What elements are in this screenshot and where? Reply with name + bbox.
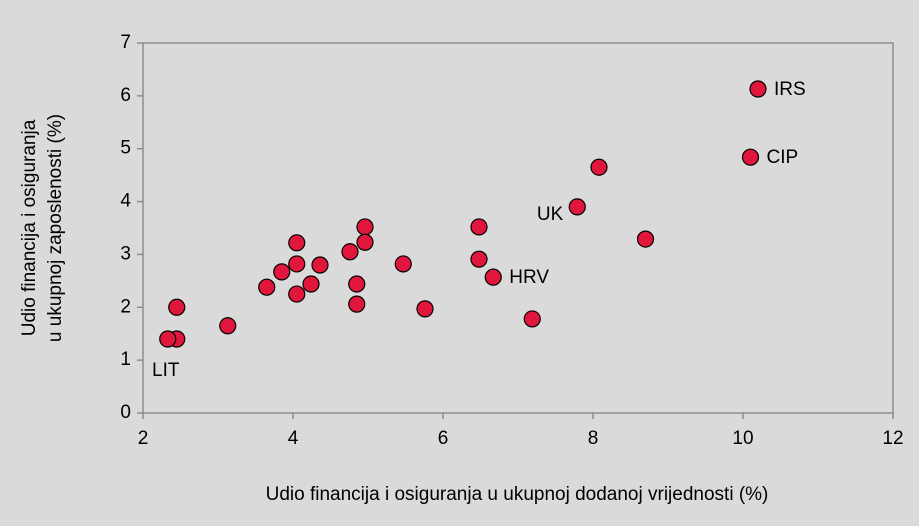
point-label: IRS	[774, 79, 806, 100]
point	[273, 263, 291, 281]
point	[168, 298, 186, 316]
point-label: HRV	[509, 267, 549, 288]
x-tick-label: 6	[438, 428, 449, 449]
point	[636, 230, 655, 248]
point	[341, 243, 359, 261]
x-tick-label: 2	[138, 428, 149, 449]
point	[311, 256, 329, 274]
y-tick-label: 2	[120, 296, 131, 317]
y-tick-label: 3	[120, 243, 131, 264]
x-tick-label: 4	[288, 428, 299, 449]
point	[741, 148, 760, 166]
point	[348, 295, 366, 313]
x-tick-label: 10	[732, 428, 753, 449]
y-tick-label: 1	[120, 349, 131, 370]
x-axis-label: Udio financija i osiguranja u ukupnoj do…	[266, 484, 769, 505]
point	[159, 330, 177, 348]
point	[470, 218, 488, 236]
point	[590, 158, 608, 176]
point	[484, 268, 502, 286]
y-tick-label: 0	[120, 402, 131, 423]
point	[356, 233, 374, 251]
point	[356, 218, 374, 236]
x-tick-label: 8	[588, 428, 599, 449]
point	[568, 198, 586, 216]
point	[258, 278, 276, 296]
point-label: LIT	[152, 360, 180, 381]
y-tick-label: 7	[120, 32, 131, 53]
point	[288, 234, 306, 252]
y-axis-label: Udio financija i osiguranja	[19, 119, 40, 336]
point	[749, 80, 767, 98]
point	[470, 250, 488, 268]
point-label: UK	[537, 204, 564, 225]
plot-area	[142, 42, 894, 414]
point	[288, 285, 306, 303]
y-tick-label: 6	[120, 85, 131, 106]
point	[394, 255, 412, 273]
point	[348, 275, 366, 293]
point-label: CIP	[767, 147, 799, 168]
point	[219, 317, 237, 335]
y-axis-label: u ukupnoj zaposlenosti (%)	[45, 114, 66, 342]
y-tick-label: 5	[120, 138, 131, 159]
point	[523, 310, 541, 328]
point	[416, 300, 434, 318]
y-tick-label: 4	[120, 191, 131, 212]
x-tick-label: 12	[882, 428, 903, 449]
point	[302, 275, 320, 293]
point	[288, 255, 306, 273]
